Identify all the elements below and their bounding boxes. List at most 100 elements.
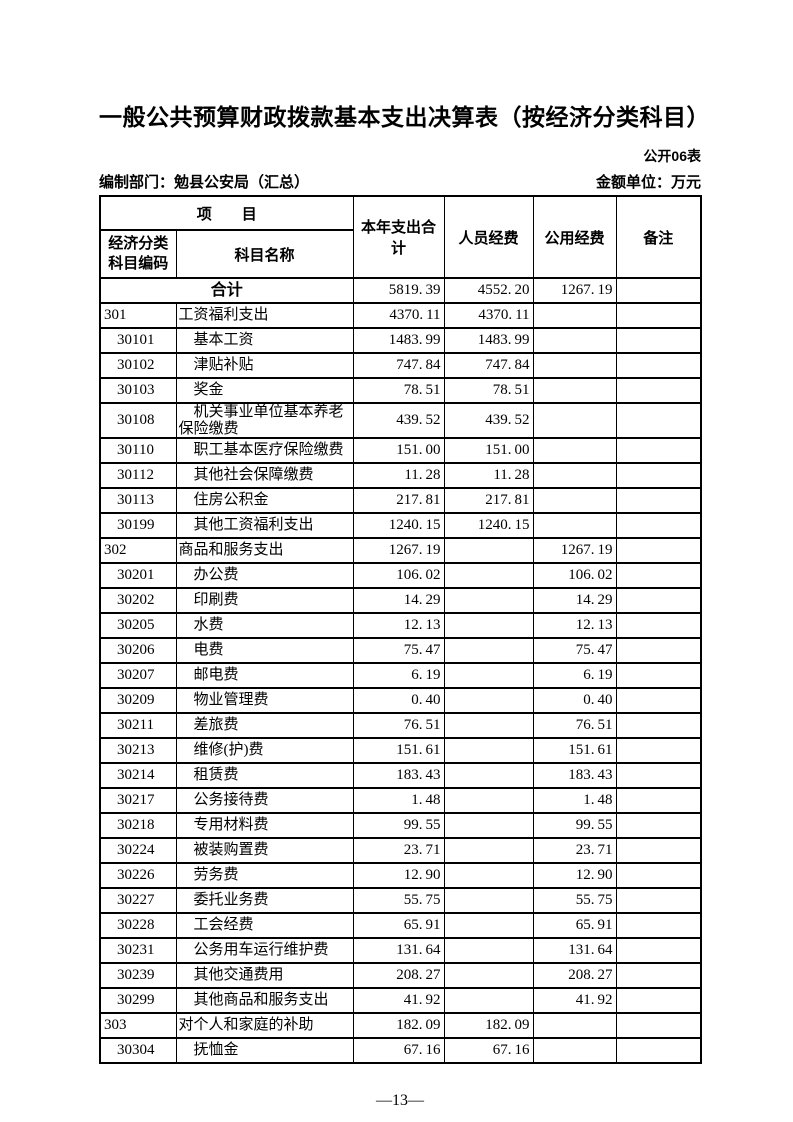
personnel-cell [443, 737, 534, 764]
name-cell: 奖金 [175, 377, 354, 404]
table-row: 303 对个人和家庭的补助 182. 09 182. 09 [99, 1012, 702, 1039]
total-cell: 182. 09 [352, 1012, 445, 1039]
code-cell: 30228 [99, 912, 177, 939]
table-body: 合计 5819. 39 4552. 20 1267. 19 301 工资福利支出 4370.… [99, 277, 702, 1064]
personnel-cell: 1483. 99 [443, 327, 534, 354]
public-cell [532, 512, 617, 539]
code-cell: 30113 [99, 487, 177, 514]
total-cell: 151. 00 [352, 437, 445, 464]
public-cell [532, 377, 617, 404]
public-cell: 208. 27 [532, 962, 617, 989]
prepared-by-label: 编制部门：勉县公安局（汇总） [99, 174, 310, 191]
personnel-cell [443, 537, 534, 564]
code-cell: 30112 [99, 462, 177, 489]
personnel-cell [443, 862, 534, 889]
table-row: 302 商品和服务支出 1267. 19 1267. 19 [99, 537, 702, 564]
name-cell: 住房公积金 [175, 487, 354, 514]
note-cell [615, 637, 702, 664]
note-cell [615, 962, 702, 989]
table-row: 30214 租赁费 183. 43 183. 43 [99, 762, 702, 789]
note-cell [615, 712, 702, 739]
code-cell: 303 [99, 1012, 177, 1039]
public-cell [532, 462, 617, 489]
code-cell: 30218 [99, 812, 177, 839]
table-row: 30227 委托业务费 55. 75 55. 75 [99, 887, 702, 914]
total-cell: 67. 16 [352, 1037, 445, 1064]
name-cell: 工会经费 [175, 912, 354, 939]
personnel-cell: 11. 28 [443, 462, 534, 489]
code-cell: 30299 [99, 987, 177, 1014]
personnel-cell: 217. 81 [443, 487, 534, 514]
total-cell: 41. 92 [352, 987, 445, 1014]
total-cell: 151. 61 [352, 737, 445, 764]
personnel-cell [443, 962, 534, 989]
table-row: 30202 印刷费 14. 29 14. 29 [99, 587, 702, 614]
total-cell: 208. 27 [352, 962, 445, 989]
total-cell: 0. 40 [352, 687, 445, 714]
table-row: 30108 机关事业单位基本养老保险缴费 439. 52 439. 52 [99, 402, 702, 439]
code-cell: 302 [99, 537, 177, 564]
personnel-cell [443, 837, 534, 864]
table-row: 30218 专用材料费 99. 55 99. 55 [99, 812, 702, 839]
note-cell [615, 687, 702, 714]
note-cell [615, 937, 702, 964]
personnel-cell [443, 987, 534, 1014]
public-cell: 0. 40 [532, 687, 617, 714]
code-cell: 30201 [99, 562, 177, 589]
personnel-cell: 151. 00 [443, 437, 534, 464]
table-row: 30228 工会经费 65. 91 65. 91 [99, 912, 702, 939]
name-cell: 其他工资福利支出 [175, 512, 354, 539]
note-cell [615, 402, 702, 439]
table-row: 30206 电费 75. 47 75. 47 [99, 637, 702, 664]
code-cell: 30102 [99, 352, 177, 379]
total-row: 合计 5819. 39 4552. 20 1267. 19 [99, 277, 702, 304]
public-cell: 12. 90 [532, 862, 617, 889]
name-cell: 其他商品和服务支出 [175, 987, 354, 1014]
code-cell: 30205 [99, 612, 177, 639]
note-cell [615, 662, 702, 689]
expenditure-table: 项 目 本年支出合计 人员经费 公用经费 备注 经济分类 科目编码 科目名称 合… [99, 195, 703, 1064]
public-cell: 55. 75 [532, 887, 617, 914]
personnel-cell [443, 637, 534, 664]
personnel-cell [443, 887, 534, 914]
note-cell [615, 537, 702, 564]
personnel-cell: 1240. 15 [443, 512, 534, 539]
table-row: 30211 差旅费 76. 51 76. 51 [99, 712, 702, 739]
note-cell [615, 277, 702, 304]
code-cell: 30214 [99, 762, 177, 789]
personnel-cell [443, 612, 534, 639]
note-cell [615, 887, 702, 914]
public-cell [532, 352, 617, 379]
note-cell [615, 812, 702, 839]
public-cell [532, 1037, 617, 1064]
total-cell: 217. 81 [352, 487, 445, 514]
public-cell: 131. 64 [532, 937, 617, 964]
note-cell [615, 462, 702, 489]
unit-label: 金额单位：万元 [595, 174, 701, 191]
header-personnel: 人员经费 [443, 195, 534, 279]
name-cell: 邮电费 [175, 662, 354, 689]
note-cell [615, 787, 702, 814]
public-cell: 65. 91 [532, 912, 617, 939]
total-cell: 11. 28 [352, 462, 445, 489]
name-cell: 办公费 [175, 562, 354, 589]
note-cell [615, 377, 702, 404]
total-cell: 747. 84 [352, 352, 445, 379]
total-cell: 1267. 19 [352, 537, 445, 564]
name-cell: 其他交通费用 [175, 962, 354, 989]
page-number: —13— [376, 1092, 424, 1109]
total-cell: 55. 75 [352, 887, 445, 914]
total-cell: 76. 51 [352, 712, 445, 739]
public-cell [532, 437, 617, 464]
code-cell: 30199 [99, 512, 177, 539]
personnel-cell [443, 562, 534, 589]
table-row: 30113 住房公积金 217. 81 217. 81 [99, 487, 702, 514]
name-cell: 津贴补贴 [175, 352, 354, 379]
public-cell: 75. 47 [532, 637, 617, 664]
total-cell: 106. 02 [352, 562, 445, 589]
header-project: 项 目 [99, 195, 354, 231]
code-cell: 30231 [99, 937, 177, 964]
header-row-2: 经济分类 科目编码 科目名称 [99, 229, 701, 279]
name-cell: 公务接待费 [175, 787, 354, 814]
total-label: 合计 [99, 277, 354, 304]
